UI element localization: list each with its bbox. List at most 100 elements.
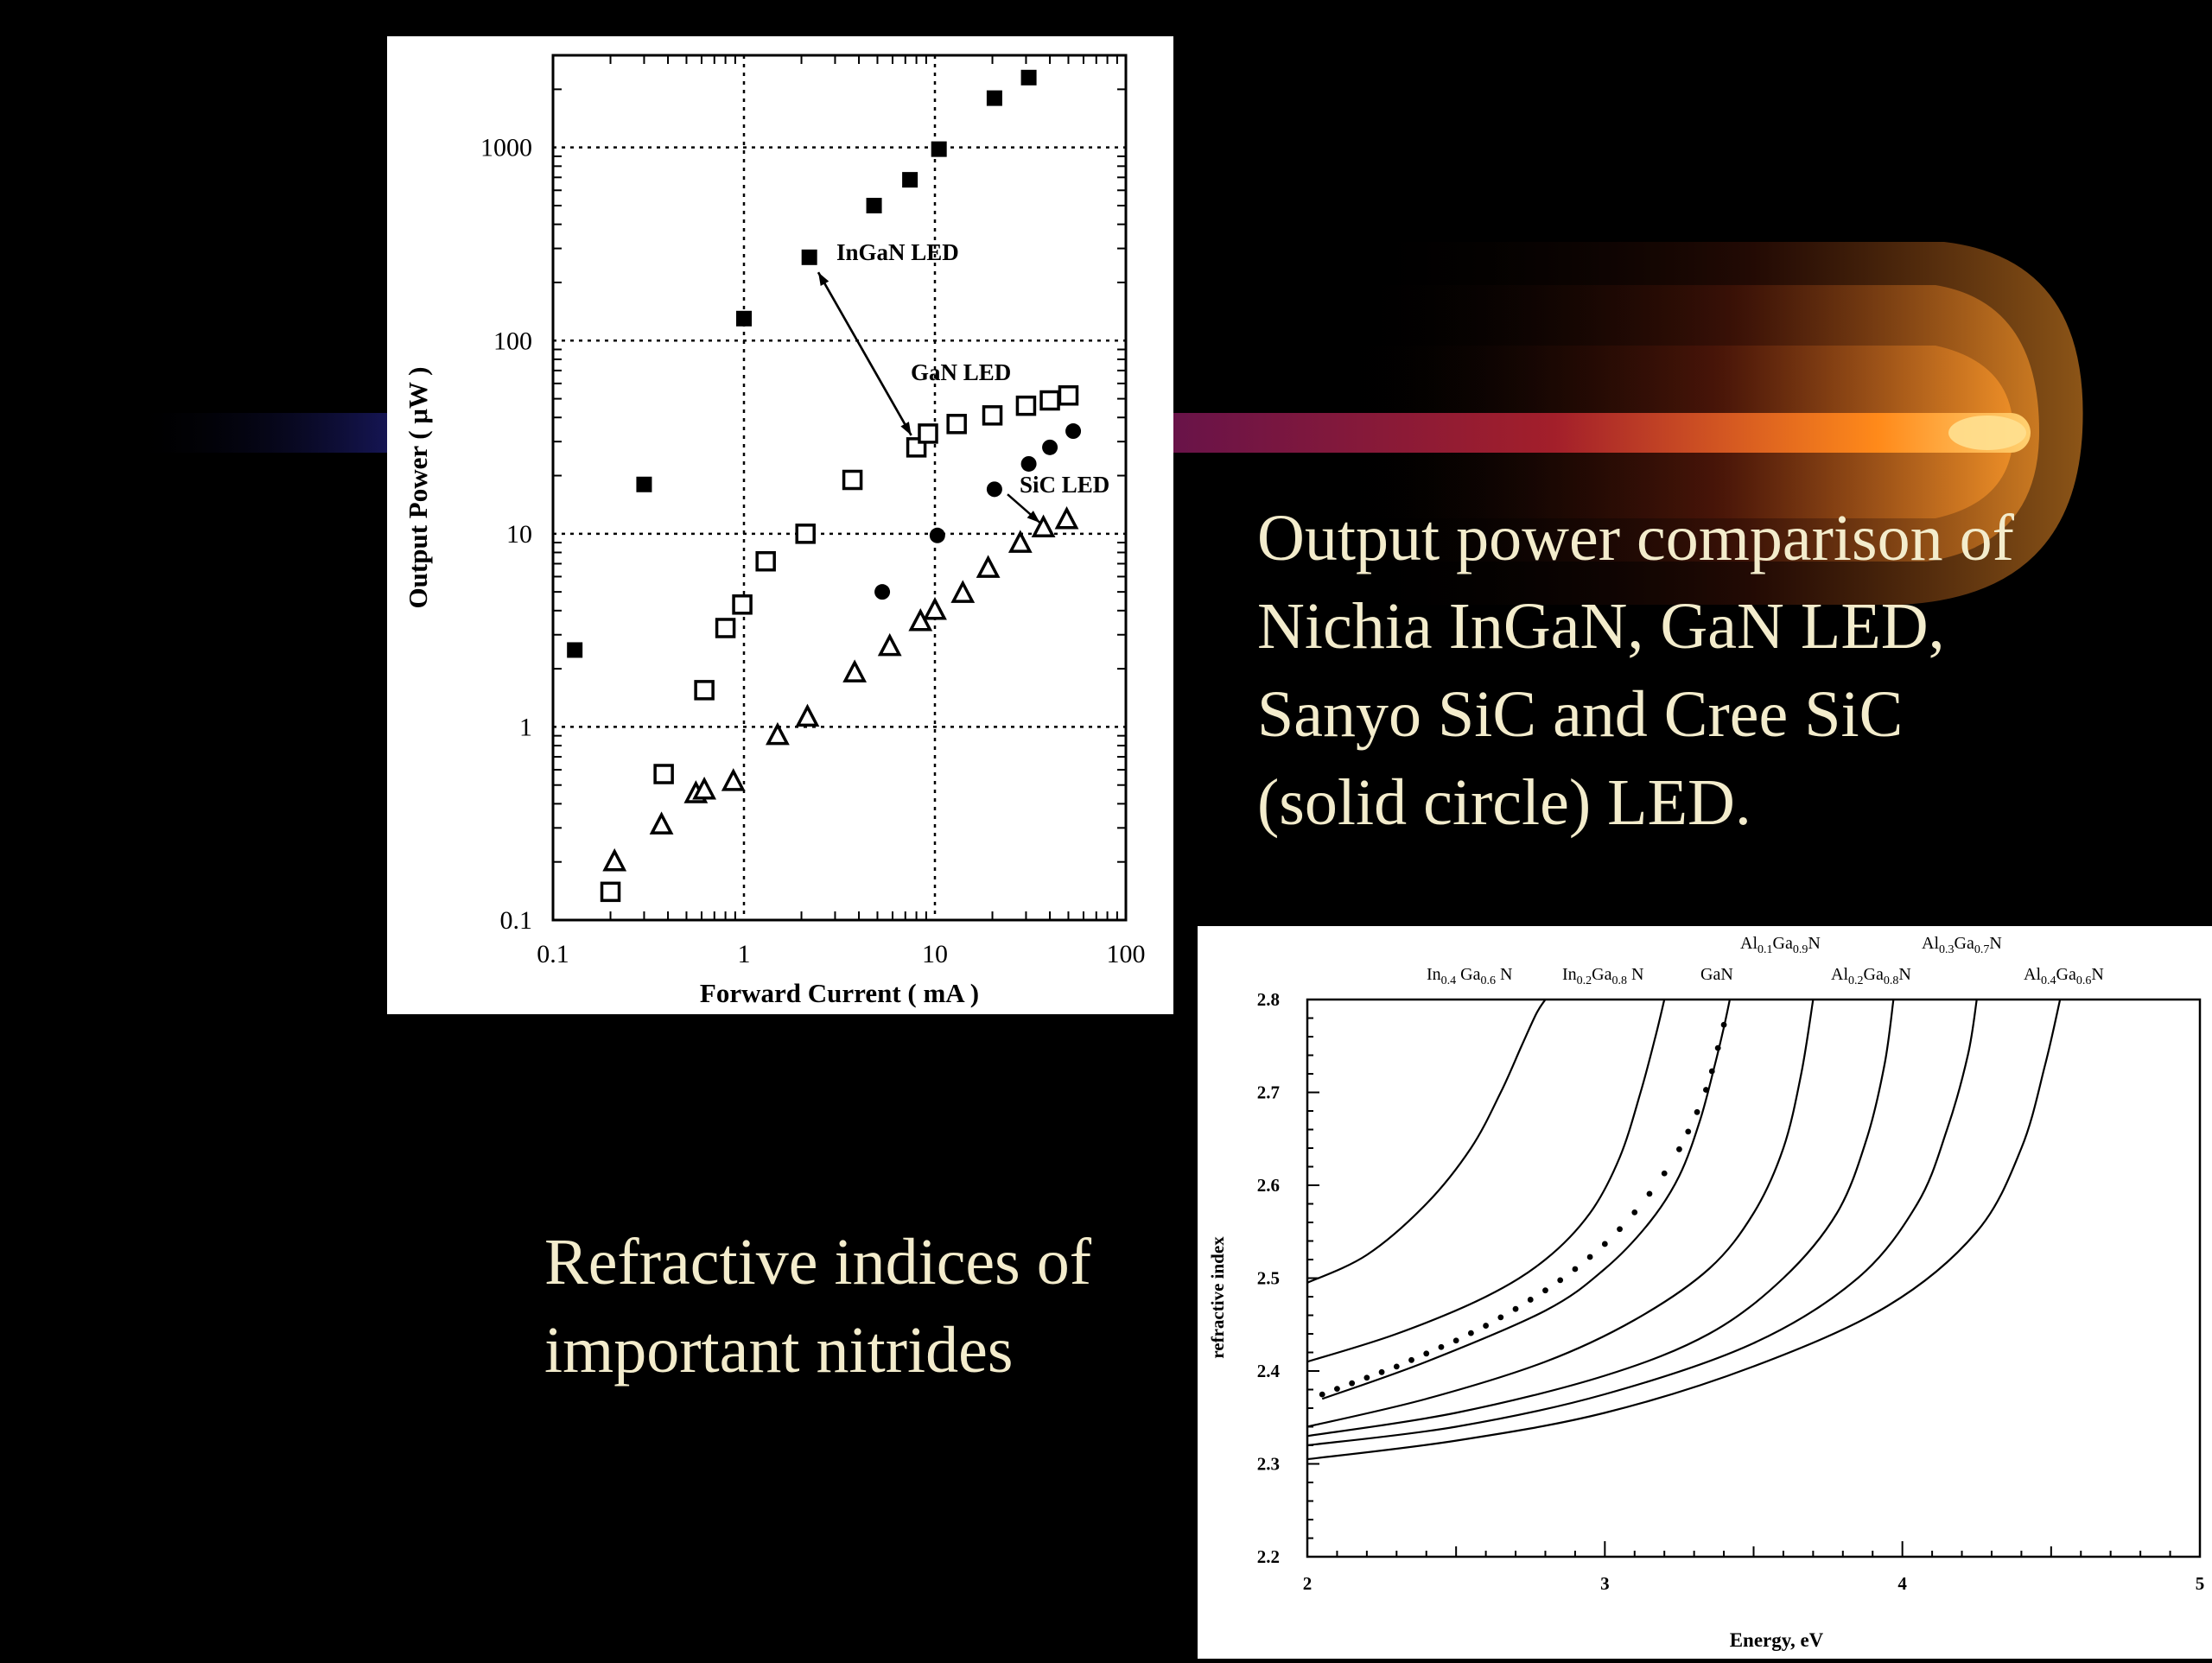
cree-sic-point [874, 584, 891, 600]
measured-point [1334, 1386, 1340, 1393]
sic-point [1031, 514, 1056, 538]
cree-sic-point [1065, 423, 1082, 440]
ingan-point [636, 476, 652, 492]
y-tick-label: 1 [519, 713, 532, 741]
y-tick-label: 2.3 [1257, 1454, 1280, 1475]
curve-al0-1ga0-9n [1306, 999, 1815, 1428]
ingan-point [736, 310, 752, 327]
measured-point [1483, 1323, 1489, 1329]
annotation-arrow-ingan-back-head [818, 272, 830, 287]
measured-point [1557, 1277, 1564, 1284]
y-tick-label: 10 [506, 520, 532, 549]
gan-point [918, 423, 938, 444]
sic-point [923, 597, 947, 620]
plot-frame [551, 54, 1128, 922]
series-label: Al0.1Ga0.9N [1740, 934, 1821, 956]
sic-point [602, 847, 627, 872]
x-tick-label: 100 [1107, 940, 1146, 968]
gan-point [694, 680, 715, 701]
y-tick-label: 2.8 [1257, 989, 1280, 1010]
measured-point [1714, 1044, 1721, 1051]
measured-point [1685, 1128, 1692, 1135]
series-label: In0.4 Ga0.6 N [1427, 965, 1512, 987]
gan-point [1039, 390, 1060, 411]
sic-point [766, 721, 790, 746]
curve-gan [1321, 999, 1732, 1400]
measured-point [1349, 1380, 1356, 1387]
ingan-point [986, 90, 1002, 106]
sic-point [795, 703, 820, 727]
annotation-arrow-sic-head [1027, 511, 1040, 524]
annotation-arrow-ingan-back [817, 271, 912, 436]
measured-point [1423, 1350, 1430, 1357]
series-label: Al0.2Ga0.8N [1831, 965, 1911, 987]
y-tick-label: 2.7 [1257, 1082, 1280, 1103]
y-tick-label: 2.4 [1257, 1361, 1281, 1381]
gan-point [653, 764, 674, 784]
annotation-sic-led: SiC LED [1020, 472, 1109, 498]
measured-point [1694, 1108, 1700, 1115]
curve-in0-2ga0-8-n [1306, 999, 1666, 1363]
x-axis-label: Forward Current ( mA ) [700, 978, 979, 1008]
sic-point [908, 608, 933, 632]
ingan-point [931, 141, 947, 157]
series-label: GaN [1700, 965, 1733, 984]
y-tick-label: 2.2 [1257, 1546, 1280, 1567]
cree-sic-point [1020, 455, 1037, 472]
y-tick-label: 1000 [480, 134, 532, 162]
curve-al0-4ga0-6n [1306, 999, 2062, 1461]
curve-al0-3ga0-7n [1306, 999, 1978, 1447]
cree-sic-point [1042, 439, 1058, 455]
measured-point [1542, 1287, 1548, 1294]
curve-al0-2ga0-8n [1306, 999, 1895, 1438]
ingan-point [902, 172, 918, 188]
ingan-point [567, 642, 583, 658]
ingan-point [1020, 69, 1037, 86]
gan-point [982, 405, 1003, 426]
refractive-index-chart: 2 3 4 5 2.2 2.3 2.4 2.5 2.6 2.7 2.8 Energy, eV refra… [1207, 934, 2204, 1651]
measured-point [1438, 1343, 1445, 1350]
measured-point [1617, 1226, 1623, 1233]
measured-point [1408, 1356, 1414, 1363]
curve-in0-4-ga0-6-n [1306, 999, 1547, 1284]
measured-point [1512, 1305, 1519, 1312]
measured-point [1363, 1374, 1370, 1381]
series-label: In0.2Ga0.8 N [1562, 965, 1643, 987]
measured-point [1661, 1170, 1668, 1177]
measured-point [1319, 1391, 1325, 1398]
measured-point [1708, 1068, 1715, 1075]
gan-point [600, 881, 621, 903]
x-tick-label: 2 [1303, 1573, 1313, 1594]
measured-point [1646, 1190, 1653, 1197]
gan-point [755, 550, 776, 572]
x-tick-label: 1 [738, 940, 751, 968]
light-hotspot [1948, 416, 2026, 450]
sic-point [649, 811, 674, 835]
annotation-ingan-led: InGaN LED [836, 239, 959, 265]
cree-sic-point [986, 481, 1002, 498]
sic-point [976, 555, 1001, 578]
measured-point [1378, 1368, 1385, 1375]
measured-point [1720, 1021, 1727, 1028]
measured-point [1586, 1254, 1593, 1260]
y-tick-label: 2.6 [1257, 1175, 1280, 1196]
y-tick-label: 100 [493, 327, 532, 355]
y-tick-label: 2.5 [1257, 1268, 1280, 1289]
x-tick-label: 10 [922, 940, 948, 968]
series-label: Al0.3Ga0.7N [1922, 934, 2002, 956]
measured-point [1393, 1363, 1400, 1370]
sic-point [692, 776, 717, 800]
plot-frame [1306, 998, 2202, 1558]
x-axis-label: Energy, eV [1730, 1629, 1824, 1651]
refractive-index-chart-panel: 2 3 4 5 2.2 2.3 2.4 2.5 2.6 2.7 2.8 Energy, eV refra… [1198, 926, 2212, 1659]
sic-point [1007, 530, 1033, 553]
caption-output-power: Output power comparison of Nichia InGaN,… [1257, 502, 2014, 839]
x-tick-label: 3 [1600, 1573, 1610, 1594]
measured-point [1572, 1266, 1579, 1273]
gan-point [732, 594, 753, 615]
series-label: Al0.4Ga0.6N [2024, 965, 2104, 987]
measured-point [1631, 1209, 1638, 1216]
gan-point [1015, 395, 1037, 416]
measured-point [1676, 1146, 1682, 1152]
